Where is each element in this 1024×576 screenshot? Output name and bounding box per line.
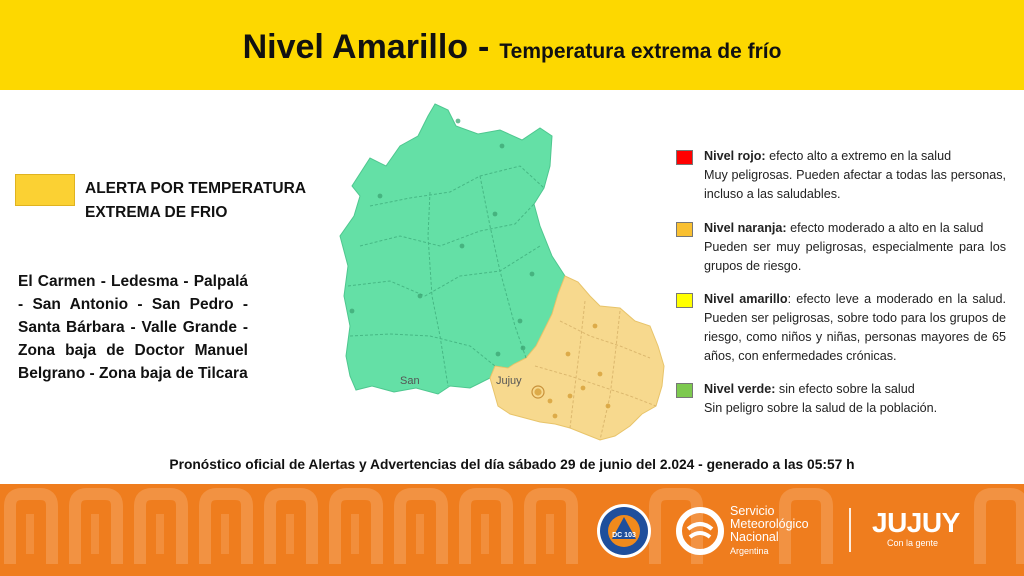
footer-divider: [849, 508, 851, 552]
legend-swatch-green: [676, 383, 693, 398]
footer-pattern: [4, 488, 1024, 564]
legend-orange-detail: Pueden ser muy peligrosas, especialmente…: [704, 240, 1006, 273]
legend-orange-desc: efecto moderado a alto en la salud: [786, 221, 984, 235]
legend-red-desc: efecto alto a extremo en la salud: [765, 149, 952, 163]
legend-swatch-red: [676, 150, 693, 165]
smn-line4: Argentina: [730, 546, 769, 556]
legend-swatch-yellow: [676, 293, 693, 308]
header-bar: Nivel Amarillo - Temperatura extrema de fr…: [0, 0, 1024, 90]
jujuy-logo: JUJUY: [872, 507, 960, 538]
alert-label-line1: ALERTA POR TEMPERATURA: [85, 180, 307, 197]
legend-green-title: Nivel verde:: [704, 382, 776, 396]
legend-item-green: Nivel verde: sin efecto sobre la salud Si…: [676, 380, 1006, 418]
alert-label-line2: EXTREMA DE FRIO: [85, 204, 228, 221]
smn-line2: Meteorológico: [730, 517, 809, 531]
legend-item-orange: Nivel naranja: efecto moderado a alto en…: [676, 219, 1006, 276]
forecast-note: Pronóstico oficial de Alertas y Adverten…: [169, 457, 855, 472]
affected-zones: El Carmen - Ledesma - Palpalá - San Anto…: [18, 273, 248, 382]
legend-yellow-title: Nivel amarillo: [704, 292, 788, 306]
jujuy-province-map: Jujuy San: [339, 103, 665, 441]
smn-line1: Servicio: [730, 504, 775, 518]
smn-name: Servicio Meteorológico Nacional Argentin…: [730, 505, 809, 558]
legend-item-yellow: Nivel amarillo: efecto leve a moderado e…: [676, 290, 1006, 366]
page-title: Nivel Amarillo - Temperatura extrema de fr…: [0, 28, 1024, 67]
legend-red-detail: Muy peligrosas. Pueden afectar a todas l…: [704, 168, 1006, 201]
title-subtitle: Temperatura extrema de frío: [499, 40, 782, 63]
smn-line3: Nacional: [730, 530, 779, 544]
smn-logo-icon: [676, 507, 724, 555]
title-level: Nivel Amarillo: [242, 28, 469, 66]
seal-text: DC 103: [612, 532, 636, 539]
jujuy-tagline: Con la gente: [887, 538, 939, 548]
legend-green-detail: Sin peligro sobre la salud de la poblaci…: [704, 401, 938, 415]
legend-item-red: Nivel rojo: efecto alto a extremo en la …: [676, 147, 1006, 204]
footer-bar: [0, 484, 1024, 576]
alert-label: ALERTA POR TEMPERATURA EXTREMA DE FRIO: [85, 177, 325, 225]
legend-swatch-orange: [676, 222, 693, 237]
title-separator: -: [478, 28, 490, 66]
alert-swatch: [15, 174, 75, 206]
map-label-san: San: [400, 375, 420, 387]
map-region-no-alert: [339, 103, 566, 395]
map-label-jujuy: Jujuy: [496, 375, 522, 387]
legend-red-title: Nivel rojo:: [704, 149, 766, 163]
civil-defense-seal-icon: DC 103: [597, 504, 651, 558]
legend-green-desc: sin efecto sobre la salud: [775, 382, 915, 396]
legend-yellow-desc: : efecto leve a moderado en la salud. Pu…: [704, 292, 1006, 363]
legend-orange-title: Nivel naranja:: [704, 221, 787, 235]
